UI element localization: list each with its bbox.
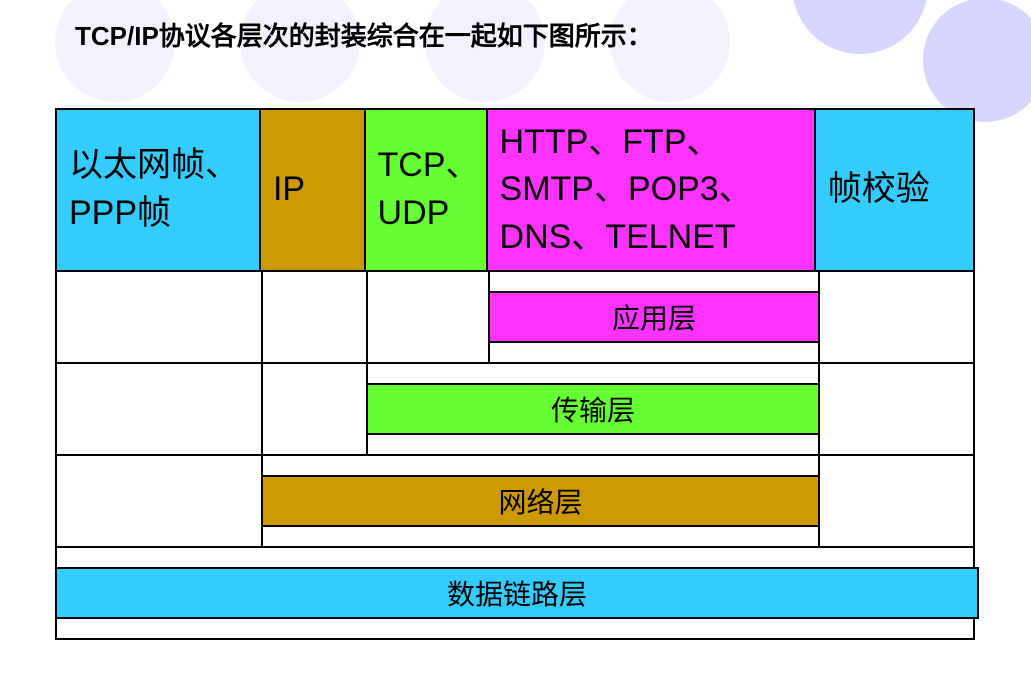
layer-box-0: 应用层 — [488, 291, 820, 343]
decor-circle — [792, 0, 928, 54]
grid-vline — [261, 364, 263, 456]
header-cell-1: IP — [261, 110, 366, 270]
header-cell-0: 以太网帧、PPP帧 — [57, 110, 261, 270]
layer-box-1: 传输层 — [366, 383, 820, 435]
header-cell-4: 帧校验 — [816, 110, 973, 270]
layer-row-3: 数据链路层 — [57, 546, 973, 638]
header-cell-2: TCP、UDP — [366, 110, 488, 270]
layer-row-0: 应用层 — [57, 270, 973, 362]
grid-vline — [261, 272, 263, 364]
page-title: TCP/IP协议各层次的封装综合在一起如下图所示： — [75, 16, 653, 53]
layer-rows: 应用层传输层网络层数据链路层 — [57, 270, 973, 638]
layer-row-2: 网络层 — [57, 454, 973, 546]
header-row: 以太网帧、PPP帧IPTCP、UDPHTTP、FTP、SMTP、POP3、DNS… — [57, 110, 973, 270]
encapsulation-diagram: 以太网帧、PPP帧IPTCP、UDPHTTP、FTP、SMTP、POP3、DNS… — [55, 108, 975, 640]
grid-vline — [366, 272, 368, 364]
decor-circle — [923, 0, 1031, 122]
layer-box-2: 网络层 — [261, 475, 820, 527]
layer-row-1: 传输层 — [57, 362, 973, 454]
layer-box-3: 数据链路层 — [55, 567, 979, 619]
header-cell-3: HTTP、FTP、SMTP、POP3、DNS、TELNET — [488, 110, 816, 270]
